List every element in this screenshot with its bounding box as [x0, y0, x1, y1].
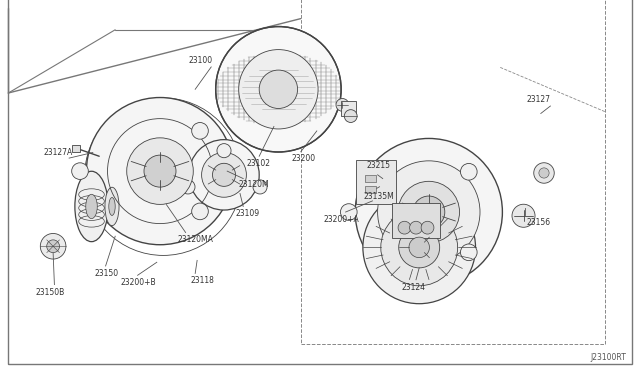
Circle shape — [409, 237, 429, 258]
Circle shape — [217, 144, 231, 158]
Circle shape — [534, 163, 554, 183]
Text: 23120M: 23120M — [238, 180, 269, 189]
Circle shape — [398, 181, 460, 243]
Text: 23200: 23200 — [291, 154, 316, 163]
Circle shape — [461, 244, 477, 261]
Circle shape — [363, 191, 476, 304]
Text: 23215: 23215 — [366, 161, 390, 170]
Bar — [365, 174, 376, 182]
Circle shape — [461, 163, 477, 180]
Circle shape — [127, 138, 193, 204]
Circle shape — [212, 163, 236, 186]
Circle shape — [86, 97, 234, 245]
Text: 23100: 23100 — [189, 56, 213, 65]
Circle shape — [340, 204, 357, 220]
Text: 23102: 23102 — [246, 159, 270, 168]
Circle shape — [253, 180, 267, 194]
Circle shape — [72, 163, 88, 179]
Text: 23120MA: 23120MA — [178, 235, 214, 244]
Text: 23109: 23109 — [236, 209, 260, 218]
Text: 23127A: 23127A — [44, 148, 73, 157]
Text: J23100RT: J23100RT — [590, 353, 626, 362]
Bar — [301, 0, 605, 344]
Text: 23124: 23124 — [402, 283, 426, 292]
Circle shape — [202, 153, 246, 197]
Text: 23150B: 23150B — [36, 288, 65, 297]
Bar — [341, 101, 356, 116]
Circle shape — [381, 209, 458, 286]
Ellipse shape — [86, 194, 97, 219]
Bar — [365, 186, 376, 193]
Circle shape — [355, 138, 502, 286]
Text: 23200+B: 23200+B — [120, 278, 156, 287]
Circle shape — [539, 168, 549, 178]
Circle shape — [421, 221, 434, 234]
Circle shape — [181, 180, 195, 194]
Bar — [392, 203, 440, 238]
Ellipse shape — [105, 187, 119, 226]
Circle shape — [378, 161, 480, 263]
Circle shape — [512, 204, 535, 227]
Text: 23156: 23156 — [526, 218, 550, 227]
Bar — [356, 160, 396, 204]
Circle shape — [192, 203, 209, 220]
Text: 23150: 23150 — [95, 269, 119, 278]
Ellipse shape — [75, 171, 108, 242]
Text: 23118: 23118 — [191, 276, 214, 285]
Text: 23135M: 23135M — [364, 192, 394, 201]
Text: 23127: 23127 — [526, 95, 550, 104]
Circle shape — [216, 26, 341, 152]
Circle shape — [259, 70, 298, 109]
Circle shape — [40, 234, 66, 259]
Text: 23200+A: 23200+A — [323, 215, 359, 224]
Circle shape — [192, 122, 209, 139]
Ellipse shape — [109, 198, 115, 215]
Bar — [72, 145, 80, 152]
Circle shape — [344, 110, 357, 122]
Circle shape — [410, 221, 422, 234]
Circle shape — [336, 99, 349, 111]
Circle shape — [398, 221, 411, 234]
Circle shape — [144, 155, 176, 187]
Circle shape — [189, 140, 259, 210]
Circle shape — [47, 240, 60, 253]
Circle shape — [399, 227, 440, 268]
Circle shape — [239, 49, 318, 129]
Circle shape — [413, 196, 445, 228]
